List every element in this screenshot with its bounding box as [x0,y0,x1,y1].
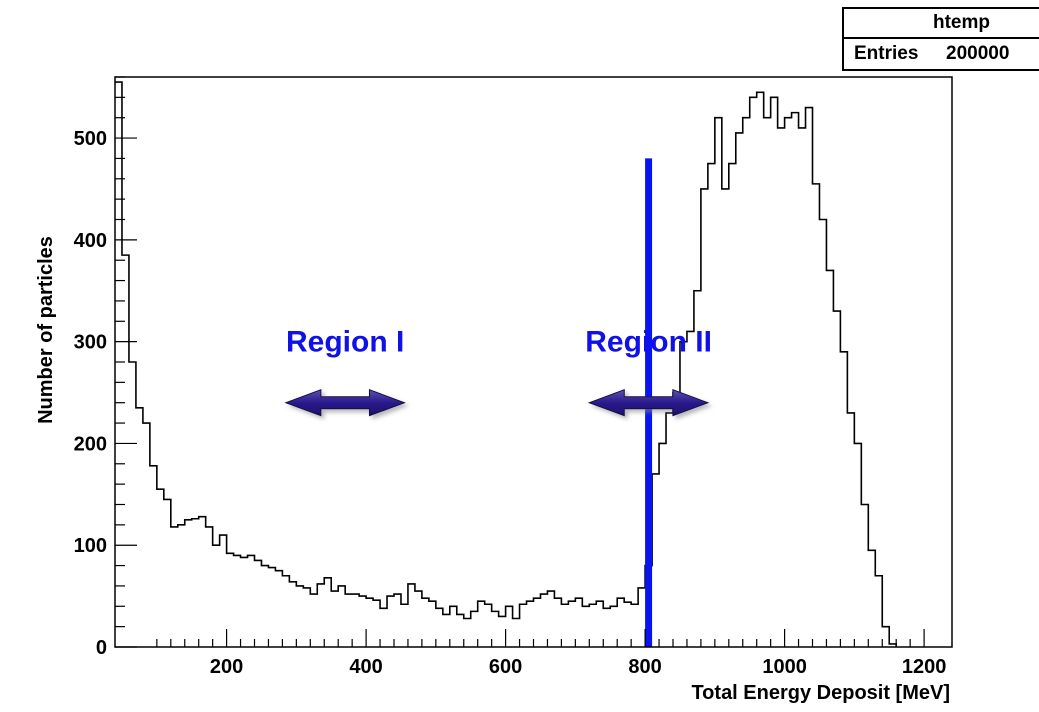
y-tick-label: 200 [74,433,107,455]
stats-entries-value: 200000 [946,43,1010,64]
y-axis-title: Number of particles [35,236,57,424]
region-arrow-1 [284,388,406,417]
y-tick-label: 400 [74,230,107,252]
y-tick-label: 0 [96,637,107,659]
x-tick-label: 200 [210,656,243,678]
x-axis-title: Total Energy Deposit [MeV] [691,682,950,704]
stats-entries-row: Entries 200000 [844,39,1039,69]
region-label-1: Region I [286,326,404,359]
plot-area [115,77,952,647]
stats-entries-label: Entries [854,43,919,64]
x-tick-label: 1000 [762,656,807,678]
region-label-2: Region II [585,326,712,359]
x-tick-label: 1200 [902,656,947,678]
region-arrow-2 [587,388,710,417]
y-tick-label: 300 [74,332,107,354]
stats-box: htemp Entries 200000 [842,7,1039,71]
y-tick-label: 100 [74,535,107,557]
x-tick-label: 400 [349,656,382,678]
x-tick-label: 600 [489,656,522,678]
histogram-series [115,81,897,647]
x-tick-label: 800 [628,656,661,678]
stats-title: htemp [844,9,1039,39]
y-tick-label: 500 [74,128,107,150]
